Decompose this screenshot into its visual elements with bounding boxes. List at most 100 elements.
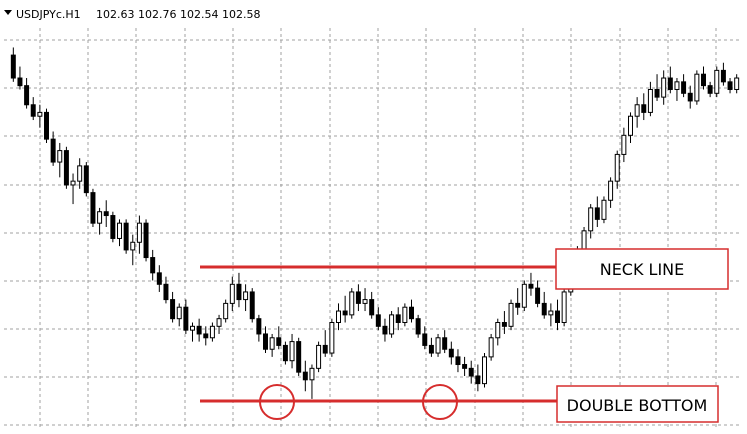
candle <box>601 196 607 224</box>
candle-body <box>362 299 368 304</box>
dropdown-arrow-icon[interactable] <box>4 10 12 15</box>
candle <box>243 284 249 312</box>
candle-body <box>316 344 322 369</box>
candle-body <box>555 310 560 324</box>
candle <box>422 326 428 350</box>
candle <box>143 219 149 262</box>
candle <box>70 173 76 205</box>
candle-body <box>375 314 381 327</box>
candle-body <box>681 81 687 94</box>
candle-body <box>256 318 262 335</box>
candle <box>229 276 235 312</box>
candle <box>209 322 215 342</box>
candle <box>256 314 262 342</box>
candle-body <box>355 291 361 304</box>
candle-body <box>720 69 726 83</box>
candle <box>63 146 69 189</box>
candle-body <box>621 134 627 155</box>
candle-body <box>243 291 249 301</box>
chart-header: USDJPYc.H1 102.63 102.76 102.54 102.58 <box>4 8 260 21</box>
candle <box>289 333 295 369</box>
candle <box>694 70 700 105</box>
candle <box>720 62 726 86</box>
candle <box>103 200 109 227</box>
candle <box>409 299 414 323</box>
candle-body <box>548 310 554 316</box>
candle-body <box>395 314 401 323</box>
candle <box>647 81 653 117</box>
candle <box>17 66 23 90</box>
candle <box>302 360 308 392</box>
candle-body <box>428 344 434 354</box>
candle <box>276 326 282 350</box>
candle-body <box>309 367 315 381</box>
candle <box>462 356 468 376</box>
candle <box>223 299 229 323</box>
candle-body <box>183 306 189 331</box>
candle <box>608 177 614 208</box>
candle <box>541 291 547 319</box>
candle <box>442 330 448 354</box>
candle-body <box>521 283 527 308</box>
candle <box>634 97 640 128</box>
candle-body <box>707 85 713 94</box>
candle <box>282 341 288 365</box>
candle <box>375 307 381 331</box>
candle <box>594 196 600 227</box>
candle-body <box>236 283 242 301</box>
candle <box>515 288 521 315</box>
candle <box>183 299 189 334</box>
candle <box>203 326 209 346</box>
candle-body <box>667 77 673 90</box>
candle-body <box>475 375 481 385</box>
double-bottom-label: DOUBLE BOTTOM <box>567 396 708 415</box>
candle-body <box>515 302 521 308</box>
candle <box>263 326 268 354</box>
candle-body <box>634 104 640 117</box>
candle <box>455 349 461 373</box>
candle <box>402 303 408 327</box>
candle-body <box>229 283 235 304</box>
candle <box>681 74 687 98</box>
candle-body <box>196 325 202 335</box>
candle-body <box>249 291 255 320</box>
candle <box>249 288 255 323</box>
candle <box>296 337 302 376</box>
candle-body <box>176 306 182 320</box>
candle-body <box>322 344 328 354</box>
candle <box>163 276 169 304</box>
candle <box>475 364 481 392</box>
candle-body <box>608 180 614 201</box>
candle-body <box>694 73 700 102</box>
candle <box>329 318 335 357</box>
candle <box>727 78 733 94</box>
candle <box>614 150 620 189</box>
candle <box>342 295 348 323</box>
candle <box>24 78 30 109</box>
candle <box>488 333 494 361</box>
candle-body <box>209 325 215 339</box>
candlestick-series <box>10 47 740 399</box>
candle-body <box>170 299 176 320</box>
candle-body <box>495 322 501 339</box>
candle-body <box>90 192 96 224</box>
candle-body <box>263 333 268 350</box>
candle-body <box>402 306 408 324</box>
candle-body <box>508 302 514 327</box>
candle <box>136 215 142 254</box>
candle-body <box>302 371 308 381</box>
candle <box>44 108 49 143</box>
candle <box>588 204 594 239</box>
candle <box>674 78 680 101</box>
candle-body <box>329 322 335 354</box>
candle <box>521 280 527 312</box>
candle <box>641 93 647 121</box>
candle <box>501 311 507 334</box>
candle-body <box>77 165 83 182</box>
candle-body <box>488 337 494 358</box>
candle-body <box>83 165 89 194</box>
candle-body <box>130 241 136 251</box>
candle-body <box>57 150 63 163</box>
candle-body <box>541 302 547 316</box>
